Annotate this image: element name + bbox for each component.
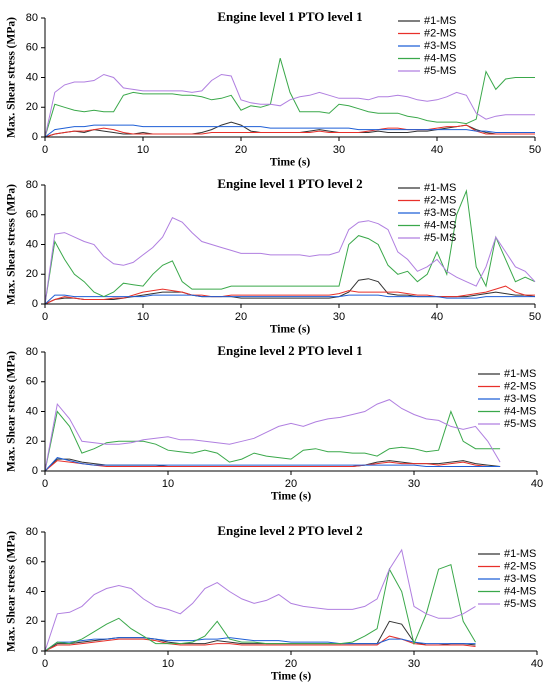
y-axis-label: Max. Shear stress (MPa) (6, 17, 18, 138)
series-line (44, 217, 536, 305)
series-line (44, 460, 501, 472)
y-tick-label: 60 (26, 376, 38, 388)
series-line (44, 73, 535, 138)
legend-label: #4-MS (504, 405, 536, 417)
y-tick-label: 0 (32, 465, 38, 477)
y-tick-label: 40 (26, 405, 38, 417)
legend-label: #2-MS (424, 27, 456, 39)
chart-title: Engine level 1 PTO level 1 (217, 9, 362, 24)
x-tick-label: 20 (285, 658, 297, 670)
legend-label: #2-MS (504, 380, 536, 392)
y-tick-label: 20 (26, 615, 38, 627)
series-line (44, 285, 535, 305)
x-tick-label: 50 (529, 311, 541, 323)
legend-label: #5-MS (424, 65, 456, 77)
x-tick-label: 10 (162, 478, 174, 490)
series-line (44, 278, 536, 305)
chart-title: Engine level 2 PTO level 2 (217, 523, 362, 538)
chart-title: Engine level 1 PTO level 2 (217, 176, 362, 191)
x-tick-label: 0 (42, 311, 48, 323)
series-line (44, 399, 501, 472)
x-tick-label: 20 (235, 144, 247, 156)
series-line (44, 410, 501, 472)
y-tick-label: 20 (26, 268, 38, 280)
x-tick-label: 0 (42, 144, 48, 156)
x-tick-label: 30 (408, 478, 420, 490)
y-tick-label: 0 (32, 645, 38, 657)
legend-label: #4-MS (424, 52, 456, 64)
y-tick-label: 40 (26, 585, 38, 597)
series-line (44, 188, 536, 305)
y-tick-label: 60 (26, 42, 38, 54)
y-tick-label: 80 (26, 179, 38, 191)
series-line (44, 548, 476, 652)
x-tick-label: 40 (431, 144, 443, 156)
x-tick-label: 40 (531, 478, 543, 490)
series-line (44, 457, 501, 472)
y-tick-label: 0 (32, 298, 38, 310)
legend-label: #5-MS (504, 418, 536, 430)
x-tick-label: 10 (137, 311, 149, 323)
x-tick-label: 20 (285, 478, 297, 490)
x-tick-label: 50 (529, 144, 541, 156)
x-tick-label: 10 (137, 144, 149, 156)
legend-label: #1-MS (424, 182, 456, 194)
series-line (44, 637, 476, 652)
x-tick-label: 10 (162, 658, 174, 670)
y-tick-label: 80 (26, 346, 38, 358)
legend-label: #3-MS (504, 573, 536, 585)
y-tick-label: 60 (26, 556, 38, 568)
legend-label: #5-MS (424, 232, 456, 244)
series-line (44, 124, 535, 138)
y-tick-label: 0 (32, 131, 38, 143)
series-line (44, 124, 535, 138)
y-tick-label: 80 (26, 526, 38, 538)
legend-label: #3-MS (504, 393, 536, 405)
series-line (44, 620, 476, 652)
y-tick-label: 60 (26, 209, 38, 221)
x-tick-label: 40 (431, 311, 443, 323)
legend-label: #3-MS (424, 207, 456, 219)
x-tick-label: 30 (333, 144, 345, 156)
x-tick-label: 0 (42, 658, 48, 670)
x-axis-label: Time (s) (271, 671, 312, 683)
y-axis-label: Max. Shear stress (MPa) (6, 184, 18, 305)
y-tick-label: 20 (26, 101, 38, 113)
x-tick-label: 20 (235, 311, 247, 323)
legend-label: #1-MS (424, 15, 456, 27)
legend-label: #4-MS (424, 219, 456, 231)
legend-label: #1-MS (504, 548, 536, 560)
x-axis-label: Time (s) (270, 324, 311, 336)
y-tick-label: 40 (26, 71, 38, 83)
y-axis-label: Max. Shear stress (MPa) (6, 351, 18, 472)
series-line (44, 294, 535, 305)
y-tick-label: 40 (26, 238, 38, 250)
x-tick-label: 30 (333, 311, 345, 323)
x-tick-label: 30 (408, 658, 420, 670)
legend-label: #2-MS (424, 194, 456, 206)
legend-label: #3-MS (424, 40, 456, 52)
chart-title: Engine level 2 PTO level 1 (217, 343, 362, 358)
y-tick-label: 20 (26, 435, 38, 447)
legend-label: #4-MS (504, 585, 536, 597)
legend-label: #1-MS (504, 368, 536, 380)
legend-label: #2-MS (504, 560, 536, 572)
x-tick-label: 0 (42, 478, 48, 490)
series-line (44, 58, 535, 138)
x-axis-label: Time (s) (271, 491, 312, 503)
y-tick-label: 80 (26, 12, 38, 24)
legend-label: #5-MS (504, 598, 536, 610)
x-tick-label: 40 (531, 658, 543, 670)
x-axis-label: Time (s) (270, 157, 311, 169)
series-line (44, 564, 476, 652)
y-axis-label: Max. Shear stress (MPa) (6, 531, 18, 652)
